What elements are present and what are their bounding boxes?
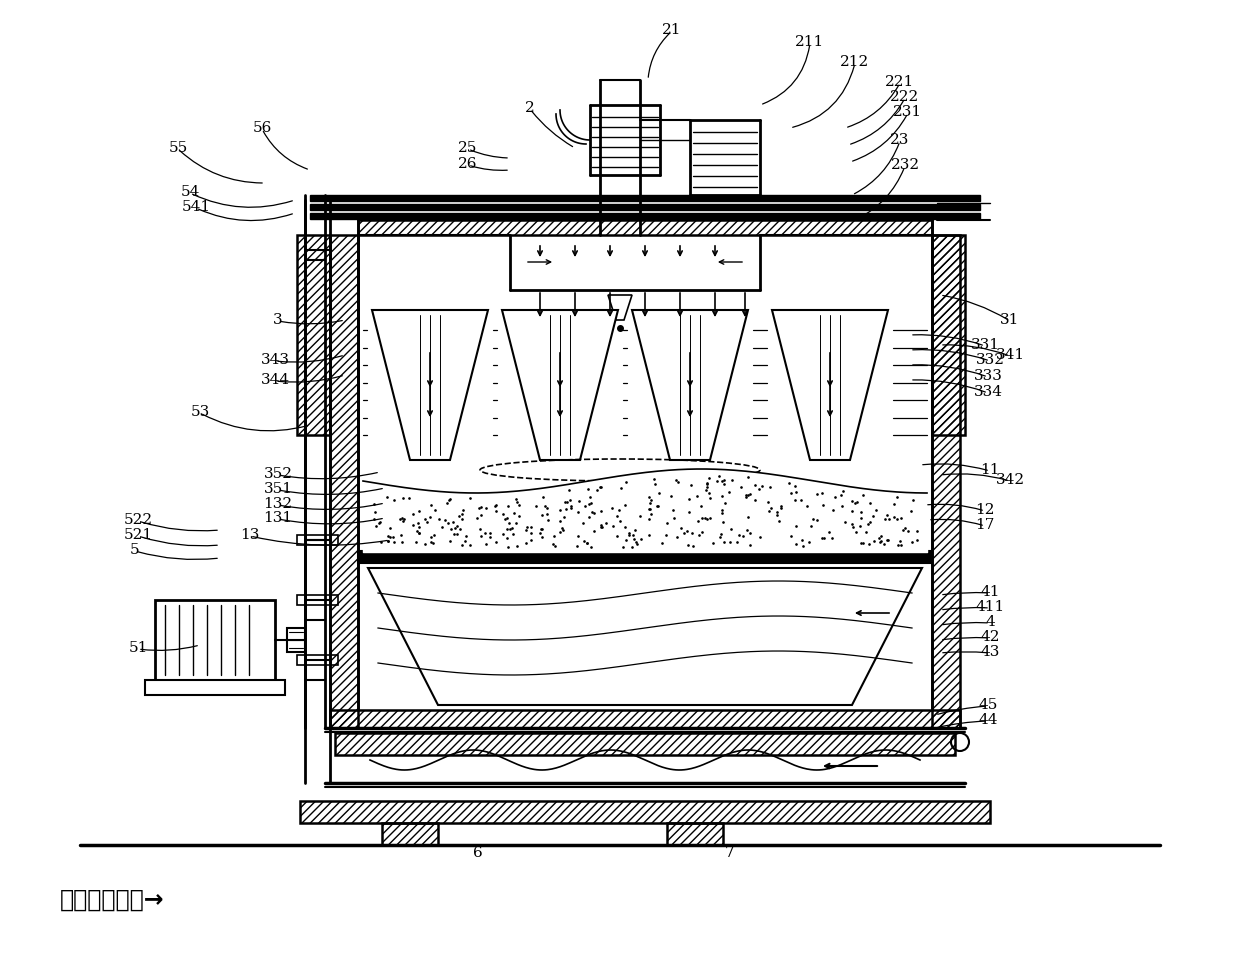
Text: 17: 17 [976,518,994,532]
Text: 43: 43 [981,645,999,659]
Bar [310,195,980,201]
Text: 11: 11 [981,463,999,477]
Text: 56: 56 [252,121,272,135]
Bar [330,710,960,728]
Text: 2: 2 [525,101,534,115]
Text: 331: 331 [971,338,999,352]
Text: 132: 132 [263,497,293,511]
Bar [286,628,305,652]
Bar [358,551,932,563]
Text: 221: 221 [885,75,915,89]
Text: 42: 42 [981,630,999,644]
Text: 522: 522 [124,513,153,527]
Text: 343: 343 [260,353,289,367]
Bar [667,823,723,845]
Text: 21: 21 [662,23,682,37]
Bar [155,600,275,680]
Bar [358,220,932,235]
Text: 332: 332 [976,353,1004,367]
Text: 344: 344 [260,373,290,387]
Text: 4: 4 [985,615,994,629]
Bar [298,655,339,665]
Bar [310,213,980,219]
Text: 54: 54 [180,185,200,199]
Text: 3: 3 [273,313,283,327]
Polygon shape [368,568,923,705]
Text: 222: 222 [890,90,920,104]
Bar [145,680,285,695]
Polygon shape [502,310,618,460]
Bar [932,235,960,728]
Text: 212: 212 [841,55,869,69]
Text: 7: 7 [725,846,735,860]
Text: 411: 411 [976,600,1004,614]
Polygon shape [632,310,748,460]
Text: 25: 25 [459,141,477,155]
Text: 352: 352 [263,467,293,481]
Bar [298,235,330,435]
Text: 211: 211 [795,35,825,49]
Text: 45: 45 [978,698,998,712]
Text: 541: 541 [181,200,211,214]
Text: 351: 351 [263,482,293,496]
Bar [382,823,438,845]
Text: 31: 31 [1001,313,1019,327]
Text: 6: 6 [474,846,482,860]
Text: 53: 53 [191,405,210,419]
Bar [335,733,955,755]
Polygon shape [372,310,489,460]
Text: 12: 12 [975,503,994,517]
Polygon shape [773,310,888,460]
Text: 342: 342 [996,473,1024,487]
Text: 砂浆移动方向→: 砂浆移动方向→ [60,888,165,912]
Text: 521: 521 [124,528,153,542]
Bar [300,801,990,823]
Text: 5: 5 [130,543,140,557]
Text: 333: 333 [973,369,1002,383]
Text: 51: 51 [128,641,148,655]
Bar [932,235,965,435]
Text: 341: 341 [996,348,1024,362]
Bar [310,204,980,210]
Bar [298,595,339,605]
Bar [298,535,339,545]
Text: 13: 13 [241,528,259,542]
Text: 231: 231 [894,105,923,119]
Bar [330,235,358,728]
Text: 44: 44 [978,713,998,727]
Text: 232: 232 [890,158,920,172]
Text: 41: 41 [981,585,999,599]
Text: 26: 26 [459,157,477,171]
Text: 23: 23 [890,133,910,147]
Text: 334: 334 [973,385,1002,399]
Text: 131: 131 [263,511,293,525]
Text: 55: 55 [169,141,187,155]
